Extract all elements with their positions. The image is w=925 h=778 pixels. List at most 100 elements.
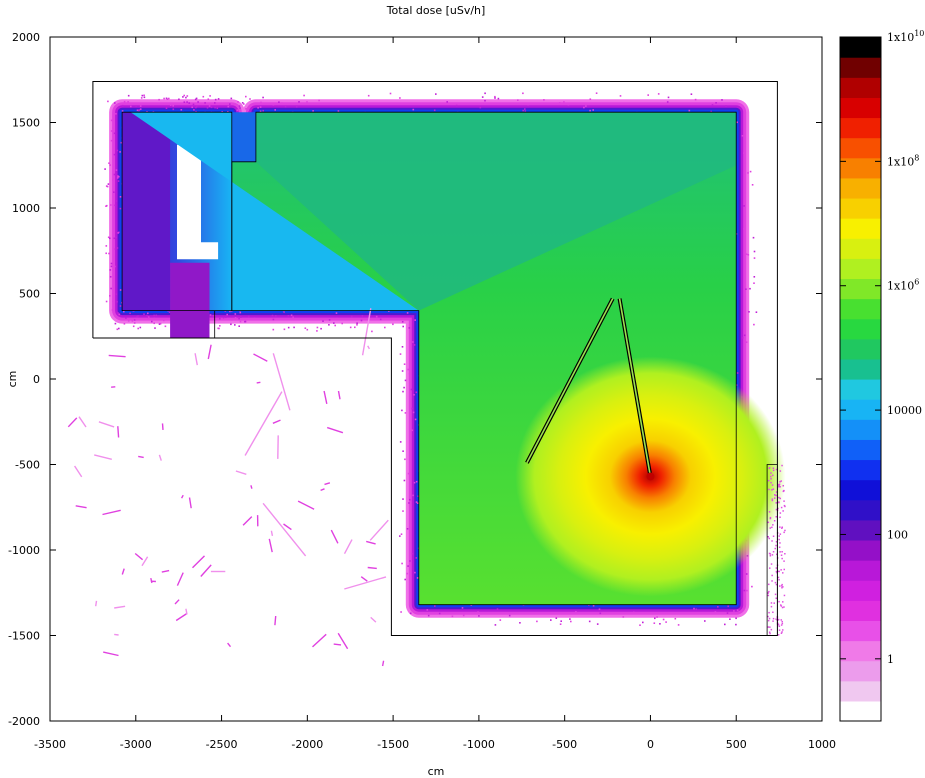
halo-speck-0-293	[736, 609, 739, 611]
halo-speck-1-257	[204, 102, 206, 104]
halo-speck-0-391	[271, 314, 274, 317]
halo-speck-0-114	[519, 622, 521, 624]
halo-speck-1-91	[234, 313, 237, 315]
halo-speck-0-747	[438, 612, 441, 615]
halo-speck-0-371	[433, 109, 436, 112]
halo-speck-1-124	[192, 103, 195, 106]
halo-speck-0-749	[253, 317, 256, 320]
halo-speck-1-361	[141, 94, 144, 97]
halo-speck-0-601	[259, 110, 262, 113]
x-tick-label-9: 1000	[808, 738, 836, 751]
halo-speck-1-115	[109, 237, 111, 240]
scatter-streak-51	[114, 605, 126, 609]
scatter-streak-15	[235, 470, 247, 475]
halo-speck-0-853	[402, 510, 404, 512]
colorbar-band-1	[840, 680, 881, 702]
halo-speck-0-344	[407, 368, 409, 371]
colorbar-band-21	[840, 278, 881, 300]
halo-speck-0-175	[238, 325, 240, 327]
colorbar-band-33	[840, 37, 881, 58]
halo-speck-0-375	[633, 611, 635, 614]
right-speck-50	[767, 592, 769, 594]
right-speck-74	[777, 623, 780, 626]
scatter-streak-23	[323, 390, 328, 405]
y-tick-label-5: 500	[19, 288, 40, 301]
right-speck-27	[777, 576, 780, 579]
halo-speck-1-380	[138, 109, 140, 112]
halo-speck-0-829	[596, 623, 599, 625]
halo-speck-1-286	[196, 105, 198, 108]
boundary-layer	[92, 81, 778, 636]
scatter-streak-29	[297, 500, 315, 510]
halo-speck-1-204	[137, 315, 139, 317]
scatter-streak-28	[337, 632, 349, 650]
halo-speck-0-407	[478, 615, 480, 617]
halo-speck-1-164	[209, 314, 212, 316]
halo-speck-0-241	[575, 611, 577, 613]
halo-speck-1-266	[113, 237, 116, 240]
halo-speck-1-216	[127, 94, 130, 97]
scatter-streak-44	[75, 505, 87, 509]
right-speck-91	[781, 527, 783, 529]
halo-speck-0-861	[399, 535, 401, 537]
halo-speck-1-426	[158, 323, 161, 325]
beam-layer	[525, 297, 655, 481]
scatter-streak-16	[161, 423, 164, 430]
colorbar-band-13	[840, 439, 881, 461]
scatter-streak-6	[141, 556, 149, 567]
halo-speck-0-172	[212, 314, 214, 317]
colorbar-label-4: 100	[887, 528, 908, 541]
halo-speck-0-441	[278, 101, 280, 103]
halo-speck-1-244	[113, 116, 115, 119]
halo-speck-0-411	[451, 615, 454, 618]
y-axis: -2000 -1500 -1000 -500 0 500 1000 1500 2000	[8, 31, 822, 728]
halo-speck-1-186	[163, 97, 165, 100]
halo-speck-0-584	[726, 612, 729, 614]
right-speck-105	[781, 606, 784, 609]
right-speck-82	[772, 620, 774, 622]
scatter-streak-2	[268, 538, 273, 553]
halo-speck-1-399	[244, 320, 247, 323]
scatter-streak-22	[333, 643, 342, 646]
halo-speck-1-263	[230, 97, 233, 100]
right-speck-10	[775, 570, 778, 573]
halo-speck-1-441	[108, 252, 110, 255]
halo-speck-1-209	[110, 262, 113, 265]
y-tick-label-7: 1500	[12, 117, 40, 130]
halo-speck-0-273	[558, 102, 561, 104]
halo-speck-0-579	[272, 318, 275, 321]
halo-speck-1-298	[116, 149, 119, 152]
scatter-streak-27	[272, 353, 291, 411]
halo-speck-1-210	[155, 314, 158, 317]
x-tick-label-0: -3500	[34, 738, 66, 751]
halo-speck-0-808	[399, 441, 402, 443]
halo-speck-0-160	[389, 92, 392, 95]
right-speck-157	[768, 467, 771, 470]
right-speck-114	[783, 568, 785, 571]
halo-speck-1-65	[172, 108, 175, 111]
scatter-streak-59	[103, 651, 119, 657]
colorbar-bands	[840, 37, 881, 722]
halo-speck-1-2	[165, 97, 168, 100]
halo-speck-0-364	[560, 620, 562, 622]
halo-speck-1-302	[239, 107, 241, 109]
halo-speck-0-191	[745, 288, 747, 290]
right-speck-138	[783, 594, 786, 597]
maze-entry	[170, 262, 210, 338]
halo-speck-0-163	[401, 562, 403, 565]
halo-speck-0-92	[654, 617, 656, 620]
right-speck-102	[770, 472, 772, 474]
halo-speck-0-859	[494, 95, 496, 98]
right-speck-59	[769, 553, 772, 555]
halo-speck-0-712	[318, 99, 320, 102]
right-speck-76	[782, 510, 784, 512]
right-speck-128	[768, 511, 771, 513]
halo-speck-1-318	[136, 315, 138, 318]
hall-outline	[231, 111, 737, 606]
halo-speck-0-307	[407, 472, 410, 475]
halo-speck-0-524	[238, 105, 241, 107]
halo-speck-0-339	[592, 109, 594, 111]
right-speck-22	[773, 602, 775, 604]
halo-speck-0-37	[741, 337, 744, 339]
